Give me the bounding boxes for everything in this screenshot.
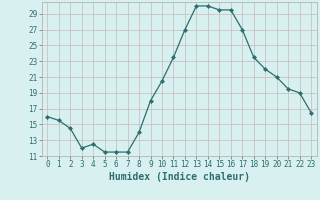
X-axis label: Humidex (Indice chaleur): Humidex (Indice chaleur) <box>109 172 250 182</box>
